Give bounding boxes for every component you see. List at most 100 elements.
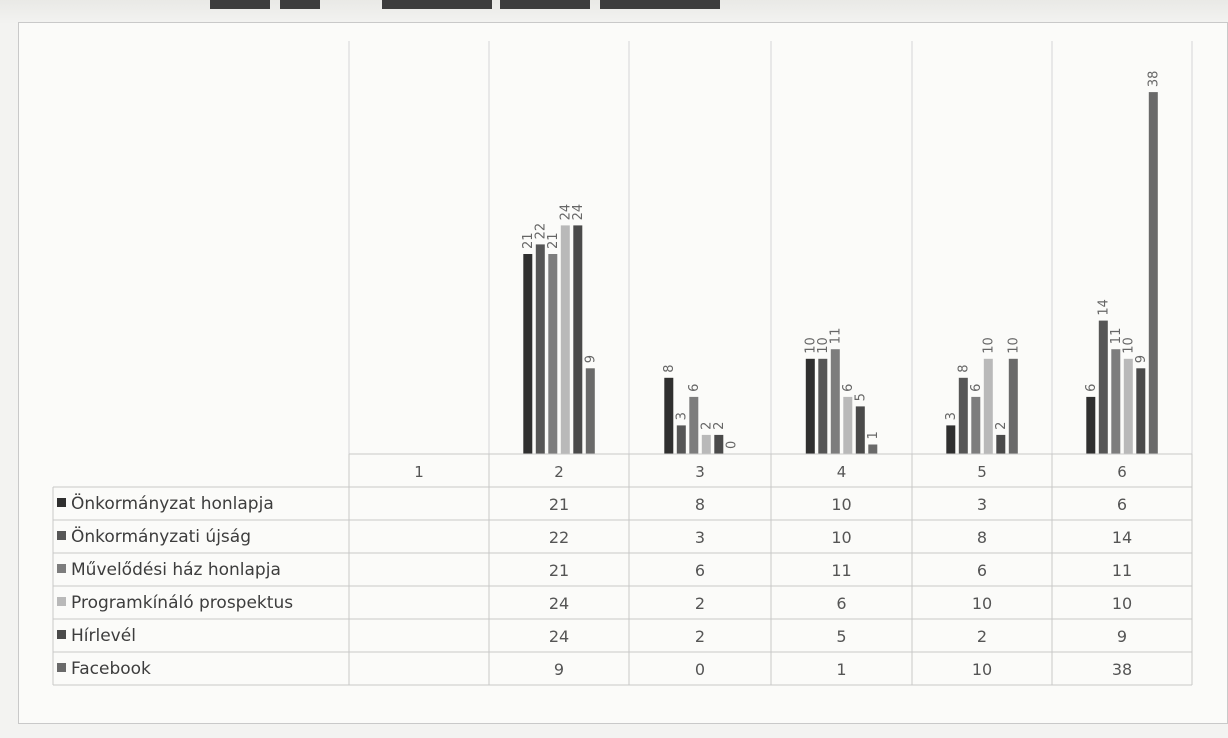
table-cell: 10 <box>831 495 851 514</box>
bar-2-cat-2 <box>535 244 545 454</box>
table-cell: 9 <box>554 660 564 679</box>
table-cell: 2 <box>695 627 705 646</box>
table-cell: 3 <box>977 495 987 514</box>
data-label: 6 <box>841 384 856 392</box>
category-label: 5 <box>977 463 987 481</box>
table-cell: 2 <box>695 594 705 613</box>
legend-swatch <box>57 630 66 639</box>
bar-2-cat-4 <box>818 358 828 455</box>
bar-3-cat-2 <box>548 254 558 454</box>
data-label: 21 <box>546 232 561 249</box>
bar-1-cat-5 <box>946 425 956 454</box>
data-label: 38 <box>1146 71 1161 88</box>
heading-fragment <box>382 0 492 9</box>
table-cell: 10 <box>831 528 851 547</box>
legend-label: Facebook <box>71 659 151 679</box>
data-label: 10 <box>816 337 831 354</box>
data-label: 6 <box>687 384 702 392</box>
bar-5-cat-4 <box>855 406 865 454</box>
table-cell: 11 <box>831 561 851 580</box>
data-label: 6 <box>1084 384 1099 392</box>
data-label: 3 <box>944 412 959 420</box>
table-cell: 6 <box>695 561 705 580</box>
table-cell: 3 <box>695 528 705 547</box>
bar-chart-with-data-table: 2122212424983622010101165138610210614111… <box>52 41 1193 686</box>
cropped-heading-strip <box>0 0 1228 24</box>
data-label: 11 <box>1109 328 1124 345</box>
bar-1-cat-6 <box>1086 396 1096 454</box>
data-label: 5 <box>853 393 868 401</box>
data-label: 24 <box>558 204 573 221</box>
table-cell: 9 <box>1117 627 1127 646</box>
bar-3-cat-6 <box>1111 349 1121 454</box>
bar-4-cat-5 <box>983 358 993 455</box>
category-label: 3 <box>695 463 705 481</box>
bar-5-cat-2 <box>573 225 583 454</box>
bar-4-cat-6 <box>1123 358 1133 455</box>
table-cell: 8 <box>977 528 987 547</box>
data-label: 2 <box>712 422 727 430</box>
data-label: 9 <box>583 355 598 363</box>
bar-1-cat-3 <box>664 377 674 454</box>
bar-3-cat-5 <box>971 396 981 454</box>
data-label: 10 <box>803 337 818 354</box>
bar-2-cat-3 <box>676 425 686 454</box>
data-label: 21 <box>521 232 536 249</box>
bar-5-cat-3 <box>714 434 724 454</box>
table-cell: 22 <box>549 528 569 547</box>
chart-frame: 21 22 21 24 24 9 8 3 6 2 2 0 10 10 11 6 5 1 3 8 6 10 2 10 6 14 11 1… <box>18 22 1228 724</box>
legend-swatch <box>57 498 66 507</box>
table-cell: 5 <box>836 627 846 646</box>
table-cell: 6 <box>836 594 846 613</box>
category-label: 6 <box>1117 463 1127 481</box>
bar-2-cat-6 <box>1098 320 1108 454</box>
bar-3-cat-4 <box>830 349 840 454</box>
table-cell: 1 <box>836 660 846 679</box>
legend-label: Programkínáló prospektus <box>71 593 293 613</box>
data-label: 8 <box>662 365 677 373</box>
legend-label: Önkormányzat honlapja <box>71 492 274 514</box>
table-cell: 6 <box>1117 495 1127 514</box>
data-label: 10 <box>1121 337 1136 354</box>
bar-6-cat-5 <box>1008 358 1018 455</box>
data-label: 10 <box>1006 337 1021 354</box>
table-cell: 0 <box>695 660 705 679</box>
legend-label: Hírlevél <box>71 626 136 646</box>
bar-5-cat-6 <box>1136 368 1146 454</box>
bar-5-cat-5 <box>996 434 1006 454</box>
heading-fragment <box>280 0 320 9</box>
bar-4-cat-3 <box>701 434 711 454</box>
table-cell: 24 <box>549 594 569 613</box>
table-cell: 10 <box>972 594 992 613</box>
heading-fragment <box>500 0 590 9</box>
data-label: 6 <box>969 384 984 392</box>
data-label: 24 <box>571 204 586 221</box>
legend-label: Művelődési ház honlapja <box>71 560 281 580</box>
data-label: 0 <box>724 441 739 449</box>
data-label: 2 <box>699 422 714 430</box>
table-cell: 11 <box>1112 561 1132 580</box>
data-label: 9 <box>1134 355 1149 363</box>
table-cell: 21 <box>549 561 569 580</box>
bar-2-cat-5 <box>958 377 968 454</box>
table-cell: 10 <box>1112 594 1132 613</box>
bar-1-cat-2 <box>523 254 533 454</box>
bar-6-cat-6 <box>1148 92 1158 454</box>
table-cell: 10 <box>972 660 992 679</box>
bar-6-cat-4 <box>868 444 878 454</box>
table-cell: 14 <box>1112 528 1132 547</box>
category-label: 2 <box>554 463 564 481</box>
table-cell: 24 <box>549 627 569 646</box>
legend-swatch <box>57 663 66 672</box>
table-cell: 38 <box>1112 660 1132 679</box>
heading-fragment <box>210 0 270 9</box>
heading-fragment <box>600 0 720 9</box>
data-label: 2 <box>994 422 1009 430</box>
table-cell: 8 <box>695 495 705 514</box>
data-label: 3 <box>674 412 689 420</box>
table-cell: 6 <box>977 561 987 580</box>
data-label: 14 <box>1096 299 1111 316</box>
data-label: 10 <box>981 337 996 354</box>
legend-swatch <box>57 597 66 606</box>
table-cell: 21 <box>549 495 569 514</box>
